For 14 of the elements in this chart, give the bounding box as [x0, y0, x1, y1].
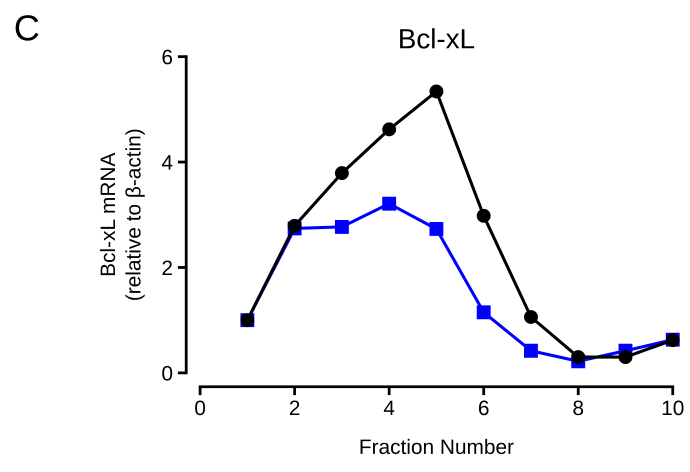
- y-tick-label: 2: [162, 260, 172, 276]
- y-tick-label: 6: [162, 50, 172, 64]
- text: C: [16, 15, 38, 41]
- x-tick-label: 0: [195, 400, 206, 416]
- y-tick-label: 4: [162, 155, 172, 170]
- chart-title: Bcl-xL: [400, 28, 474, 49]
- x-tick-label: 6: [478, 400, 489, 416]
- y-axis-title: Bcl-xL mRNA (relative to β-actin): [100, 130, 145, 300]
- x-tick-label: 2: [290, 400, 300, 416]
- x-tick-label: 8: [573, 400, 584, 416]
- y-tick-label: 0: [162, 366, 172, 381]
- x-tick-label: 10: [662, 400, 684, 416]
- x-tick-label: 4: [384, 400, 394, 416]
- x-axis-title: Fraction Number: [360, 438, 514, 454]
